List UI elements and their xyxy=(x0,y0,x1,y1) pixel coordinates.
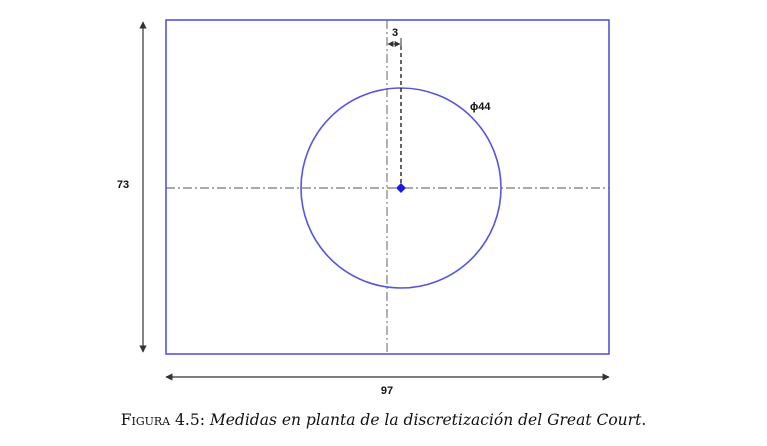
offset-dimension-label: 3 xyxy=(392,27,398,39)
height-dimension-label: 73 xyxy=(117,179,129,191)
plan-boundary-rectangle xyxy=(165,19,610,355)
circle-center-point xyxy=(396,183,406,193)
diameter-label: ϕ44 xyxy=(470,101,491,113)
caption-label: Figura 4.5: xyxy=(120,411,205,429)
caption-emphasis: Great Court xyxy=(547,411,642,429)
caption-text: Medidas en planta de la discretización d… xyxy=(209,411,543,429)
caption-end: . xyxy=(641,411,647,429)
figure-caption: Figura 4.5: Medidas en planta de la disc… xyxy=(0,411,767,429)
width-dimension-label: 97 xyxy=(381,385,393,397)
